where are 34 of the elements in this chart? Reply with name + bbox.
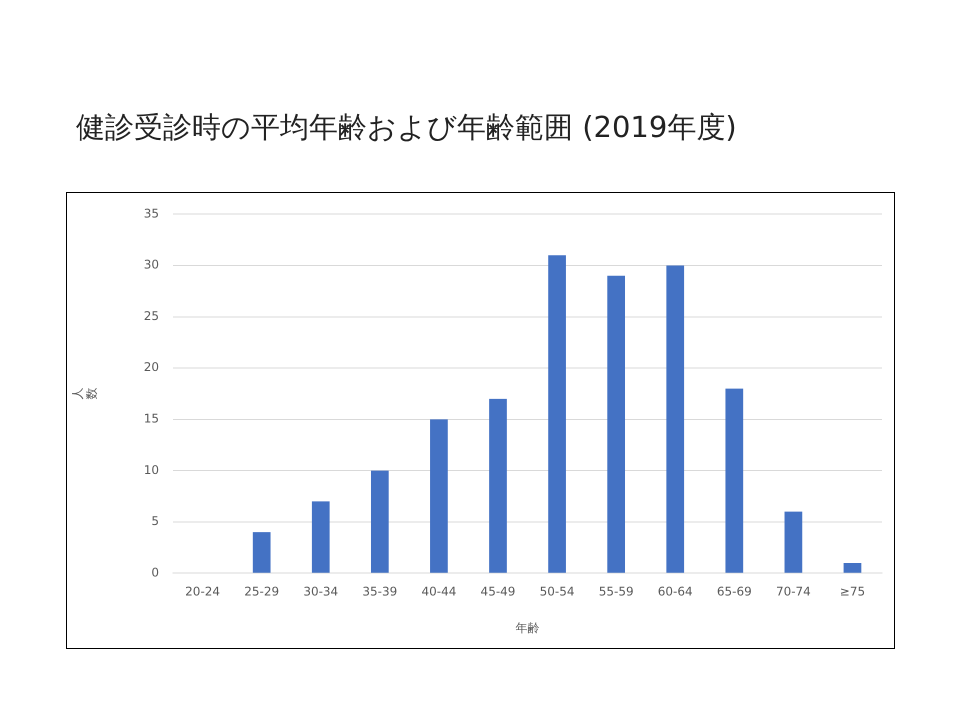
x-tick-label: ≥75 bbox=[840, 584, 866, 599]
x-tick-label: 70-74 bbox=[776, 584, 811, 599]
x-tick-label: 25-29 bbox=[244, 584, 280, 599]
y-tick-label: 5 bbox=[151, 514, 160, 528]
y-tick-label: 20 bbox=[144, 360, 160, 374]
x-tick-label: 55-59 bbox=[598, 584, 634, 599]
chart-title: 健診受診時の平均年齢および年齢範囲 (2019年度) bbox=[76, 109, 737, 146]
bar bbox=[844, 562, 862, 573]
bar bbox=[312, 501, 330, 573]
x-tick-label: 45-49 bbox=[480, 584, 516, 599]
x-tick-label: 35-39 bbox=[362, 584, 398, 599]
y-tick-label: 0 bbox=[151, 565, 160, 580]
x-tick-label: 20-24 bbox=[185, 584, 220, 599]
x-tick-label: 30-34 bbox=[303, 584, 338, 599]
x-axis-title: 年齢 bbox=[516, 620, 540, 635]
y-tick-label: 10 bbox=[144, 462, 160, 477]
x-tick-label: 50-54 bbox=[540, 584, 575, 599]
bar bbox=[607, 276, 626, 573]
bar bbox=[784, 512, 802, 573]
bar bbox=[666, 265, 684, 573]
x-tick-label: 40-44 bbox=[421, 584, 456, 599]
bar bbox=[252, 532, 271, 573]
bar bbox=[489, 398, 507, 573]
y-tick-label: 35 bbox=[144, 206, 160, 220]
y-axis-title: 人数 bbox=[70, 388, 99, 400]
y-tick-label: 25 bbox=[144, 308, 160, 323]
y-tick-label: 30 bbox=[144, 258, 160, 272]
bar bbox=[370, 470, 389, 573]
bar bbox=[430, 419, 448, 573]
x-tick-label: 60-64 bbox=[658, 584, 693, 599]
x-tick-label: 65-69 bbox=[716, 584, 752, 599]
bar bbox=[725, 388, 744, 573]
y-tick-label: 15 bbox=[144, 411, 160, 426]
bar bbox=[548, 255, 566, 573]
